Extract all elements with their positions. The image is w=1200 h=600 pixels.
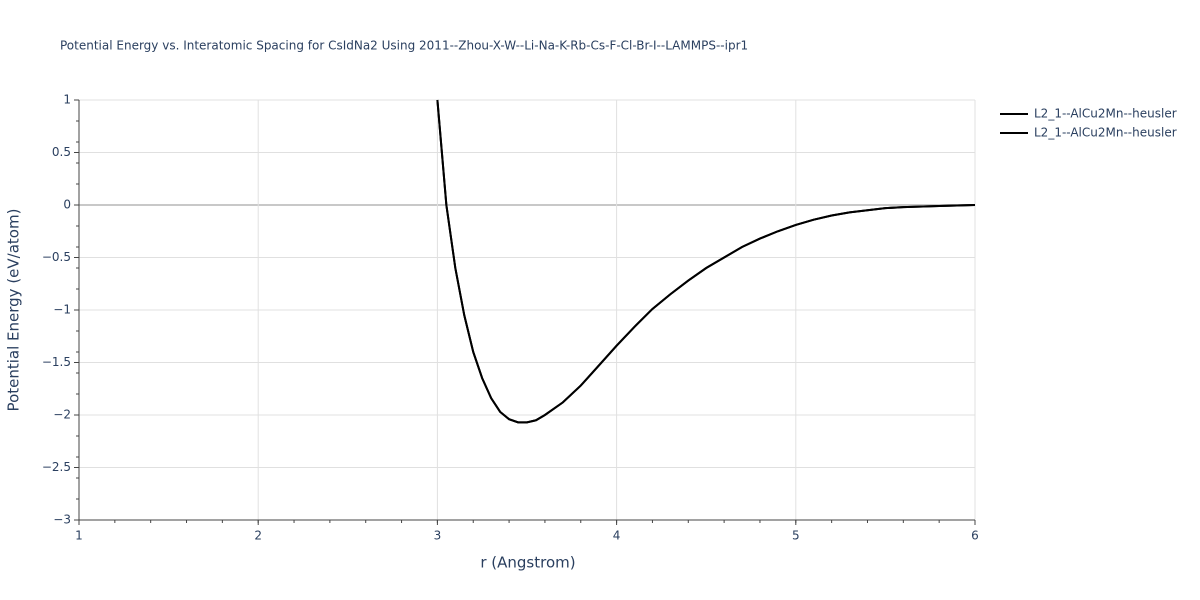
y-axis-label: Potential Energy (eV/atom) [5,209,23,412]
line-series [436,99,976,424]
y-tick-label: −2 [53,408,71,422]
chart-title: Potential Energy vs. Interatomic Spacing… [60,39,748,53]
y-tick-label: 1 [63,93,71,107]
x-tick-label: 3 [434,529,442,543]
x-tick-label: 5 [792,529,800,543]
line-series [436,99,976,424]
y-tick-label: −1.5 [42,355,71,369]
x-tick-label: 2 [254,529,262,543]
x-tick-label: 4 [613,529,621,543]
y-tick-label: −1 [53,303,71,317]
x-axis-label: r (Angstrom) [480,554,575,572]
legend-label: L2_1--AlCu2Mn--heusler [1034,126,1177,140]
y-tick-label: −3 [53,513,71,527]
y-tick-label: 0.5 [52,145,71,159]
y-tick-label: 0 [63,198,71,212]
x-tick-label: 6 [971,529,979,543]
x-tick-label: 1 [75,529,83,543]
legend-label: L2_1--AlCu2Mn--heusler [1034,107,1177,121]
y-tick-label: −0.5 [42,250,71,264]
y-tick-label: −2.5 [42,460,71,474]
